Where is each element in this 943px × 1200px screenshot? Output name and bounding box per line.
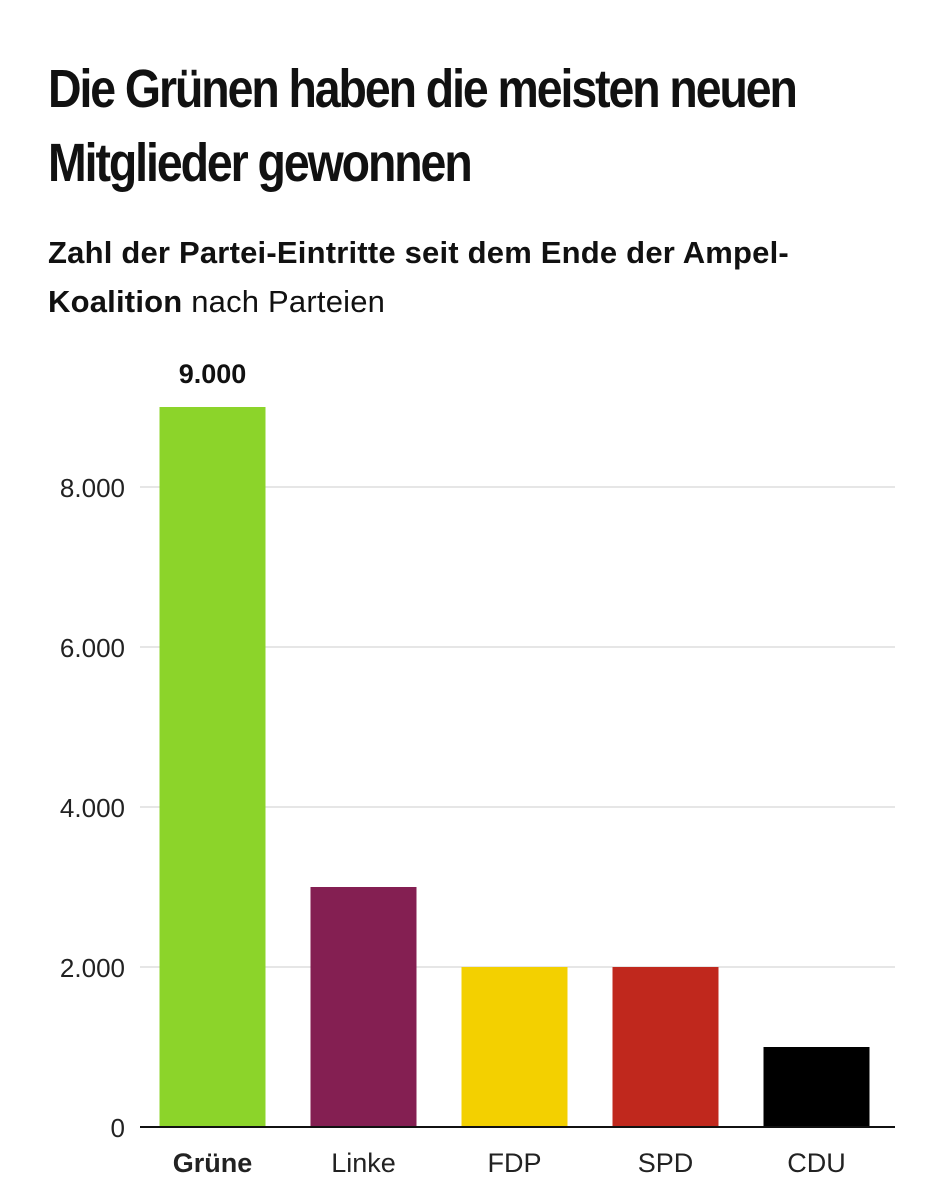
- data-label: 9.000: [179, 359, 247, 389]
- bar-linke: [310, 887, 417, 1127]
- chart-subtitle: Zahl der Partei-Eintritte seit dem Ende …: [48, 228, 908, 326]
- bar-gr-ne: [159, 407, 266, 1127]
- y-tick-label: 6.000: [60, 633, 125, 663]
- x-tick-label: CDU: [787, 1148, 846, 1178]
- chart-title: Die Grünen haben die meisten neuen Mitgl…: [48, 59, 798, 193]
- y-tick-label: 8.000: [60, 473, 125, 503]
- x-tick-label: Grüne: [173, 1148, 253, 1178]
- y-tick-label: 4.000: [60, 793, 125, 823]
- bar-fdp: [461, 967, 568, 1127]
- bar-cdu: [763, 1047, 870, 1127]
- x-tick-label: SPD: [638, 1148, 694, 1178]
- bar-spd: [612, 967, 719, 1127]
- x-tick-label: FDP: [488, 1148, 542, 1178]
- subtitle-rest: nach Parteien: [182, 284, 386, 319]
- subtitle-bold: Zahl der Partei-Eintritte seit dem Ende …: [48, 235, 789, 319]
- x-tick-label: Linke: [331, 1148, 396, 1178]
- bars: [159, 407, 870, 1127]
- y-tick-label: 0: [111, 1113, 125, 1143]
- y-tick-label: 2.000: [60, 953, 125, 983]
- labels: 0 2.000 4.000 6.000 8.000 Grüne Linke FDP SPD CDU…: [60, 359, 846, 1178]
